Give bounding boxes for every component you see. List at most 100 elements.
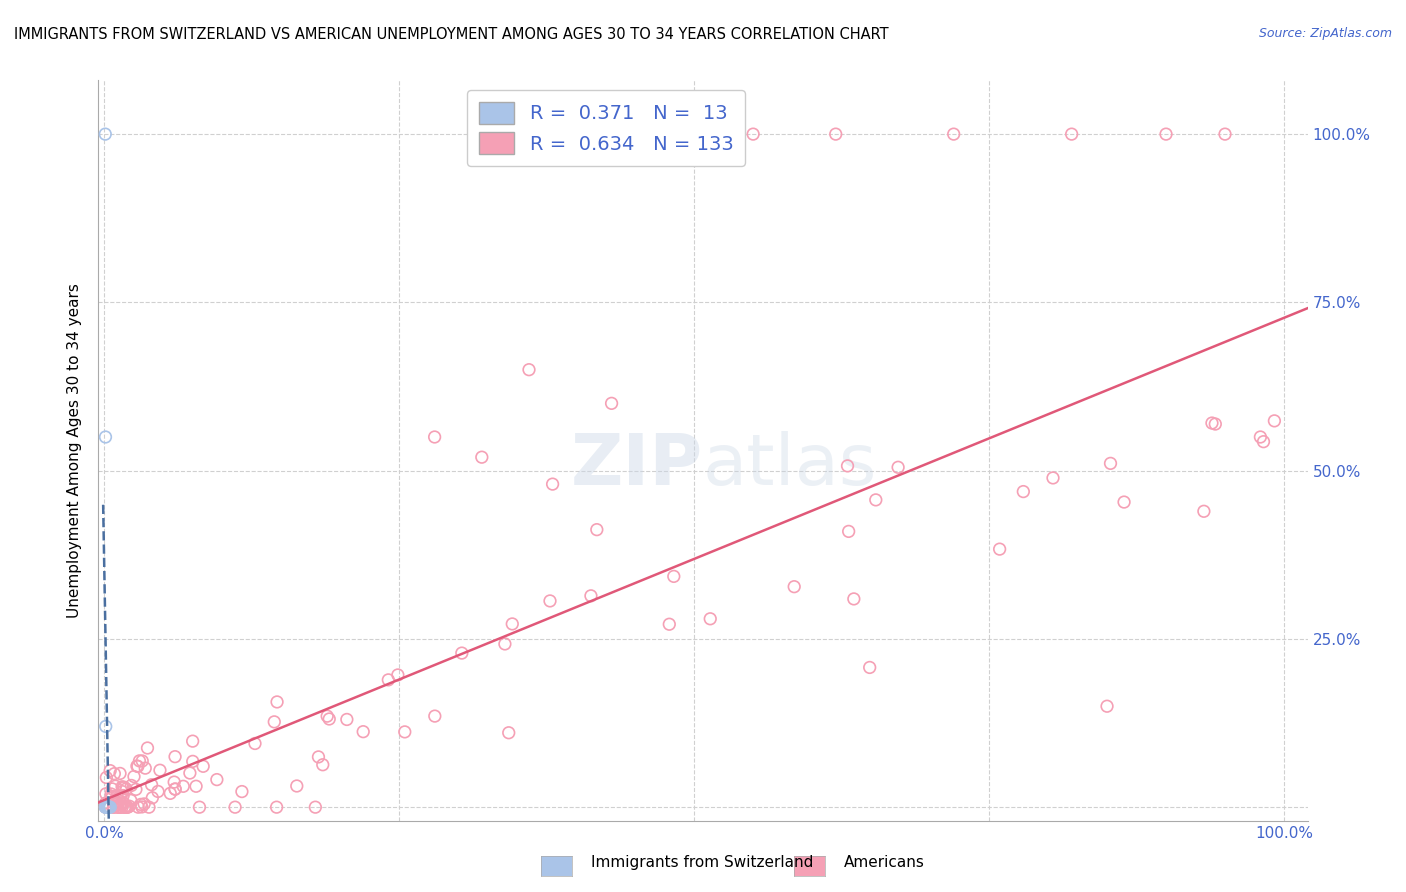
- Point: [163, 775, 186, 789]
- Point: [97, 800, 120, 814]
- Point: [318, 712, 340, 726]
- Point: [94, 800, 117, 814]
- Point: [181, 755, 204, 769]
- Point: [498, 725, 520, 739]
- Point: [115, 781, 138, 796]
- Point: [110, 789, 132, 803]
- Text: Source: ZipAtlas.com: Source: ZipAtlas.com: [1258, 27, 1392, 40]
- Point: [541, 477, 564, 491]
- Point: [352, 724, 374, 739]
- Point: [141, 790, 163, 805]
- Point: [942, 127, 965, 141]
- Point: [471, 450, 494, 465]
- Point: [585, 523, 607, 537]
- Point: [105, 789, 128, 803]
- Point: [149, 764, 172, 778]
- Point: [394, 724, 416, 739]
- Point: [112, 789, 135, 803]
- Point: [97, 800, 120, 814]
- Point: [165, 749, 187, 764]
- Point: [98, 800, 121, 814]
- Point: [231, 784, 253, 798]
- Point: [387, 668, 409, 682]
- Text: ZIP: ZIP: [571, 431, 703, 500]
- Point: [205, 772, 228, 787]
- Point: [600, 396, 623, 410]
- Point: [103, 800, 125, 814]
- Point: [316, 709, 339, 723]
- Point: [538, 594, 561, 608]
- Point: [118, 799, 141, 814]
- Point: [517, 362, 540, 376]
- Point: [96, 771, 118, 785]
- Point: [115, 800, 138, 814]
- Point: [312, 757, 335, 772]
- Point: [94, 796, 117, 810]
- Point: [837, 458, 859, 473]
- Point: [127, 759, 149, 773]
- Point: [1213, 127, 1236, 141]
- Point: [1060, 127, 1083, 141]
- Point: [117, 800, 139, 814]
- Text: Immigrants from Switzerland: Immigrants from Switzerland: [591, 855, 813, 870]
- Point: [96, 800, 118, 814]
- Point: [138, 800, 160, 814]
- Point: [179, 766, 201, 780]
- Point: [103, 800, 125, 814]
- Point: [165, 781, 187, 796]
- Text: IMMIGRANTS FROM SWITZERLAND VS AMERICAN UNEMPLOYMENT AMONG AGES 30 TO 34 YEARS C: IMMIGRANTS FROM SWITZERLAND VS AMERICAN …: [14, 27, 889, 42]
- Point: [450, 646, 472, 660]
- Point: [96, 800, 118, 814]
- Point: [107, 796, 129, 810]
- Point: [304, 800, 326, 814]
- Point: [94, 800, 117, 814]
- Point: [104, 779, 127, 793]
- Point: [1253, 434, 1275, 449]
- Y-axis label: Unemployment Among Ages 30 to 34 years: Unemployment Among Ages 30 to 34 years: [67, 283, 83, 618]
- Point: [1192, 504, 1215, 518]
- Point: [110, 800, 132, 814]
- Point: [146, 784, 169, 798]
- Point: [887, 460, 910, 475]
- Point: [129, 797, 152, 812]
- Point: [101, 789, 124, 804]
- Point: [107, 800, 129, 814]
- Point: [104, 794, 127, 808]
- Point: [114, 800, 136, 814]
- Point: [96, 800, 118, 814]
- Point: [494, 637, 516, 651]
- Point: [842, 591, 865, 606]
- Point: [101, 781, 124, 796]
- Point: [141, 778, 163, 792]
- Point: [243, 736, 266, 750]
- Point: [111, 780, 134, 795]
- Point: [94, 430, 117, 444]
- Point: [112, 780, 135, 795]
- Point: [308, 750, 330, 764]
- Point: [94, 800, 117, 814]
- Point: [125, 782, 148, 797]
- Point: [579, 589, 602, 603]
- Point: [94, 800, 117, 814]
- Point: [107, 800, 129, 814]
- Point: [423, 430, 446, 444]
- Point: [112, 796, 135, 810]
- Point: [501, 616, 523, 631]
- Point: [136, 741, 159, 756]
- Point: [188, 800, 211, 814]
- Point: [1154, 127, 1177, 141]
- Point: [838, 524, 860, 539]
- Point: [111, 800, 134, 814]
- Point: [127, 800, 149, 814]
- Point: [100, 791, 122, 805]
- Point: [1263, 414, 1285, 428]
- Point: [859, 660, 882, 674]
- Point: [107, 793, 129, 807]
- Point: [114, 800, 136, 814]
- Point: [131, 754, 153, 768]
- Point: [159, 786, 181, 800]
- Point: [108, 800, 131, 814]
- Point: [1042, 471, 1064, 485]
- Point: [423, 709, 446, 723]
- Point: [266, 695, 288, 709]
